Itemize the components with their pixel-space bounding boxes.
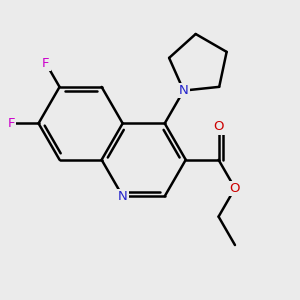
Text: F: F xyxy=(8,117,15,130)
Text: O: O xyxy=(230,182,240,195)
Text: N: N xyxy=(118,190,128,203)
Text: N: N xyxy=(179,84,188,97)
Text: O: O xyxy=(213,121,224,134)
Text: F: F xyxy=(42,57,50,70)
